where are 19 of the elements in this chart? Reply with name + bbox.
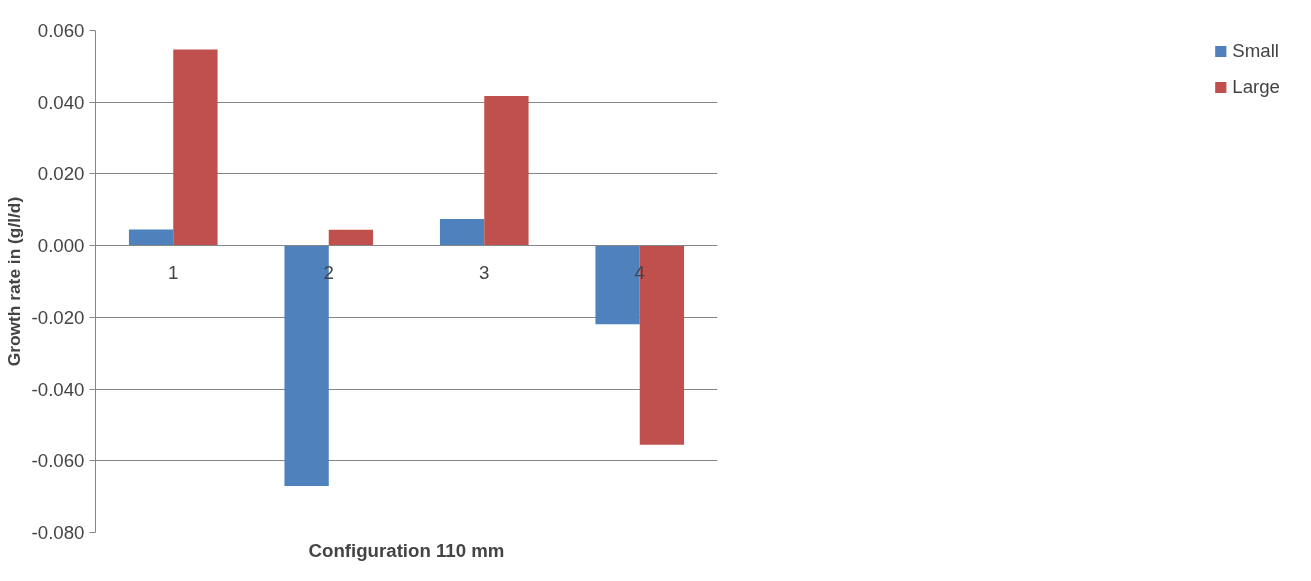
- y-tick-label: 0.000: [37, 235, 85, 257]
- x-tick-label: 3: [479, 261, 490, 283]
- bar: [128, 229, 174, 246]
- legend-label: Large: [1232, 76, 1280, 98]
- y-tick-label: -0.040: [31, 378, 85, 400]
- y-tick-label: 0.060: [37, 20, 85, 41]
- bar: [439, 219, 485, 246]
- y-axis-title: Growth rate in (g/l/d): [3, 196, 24, 367]
- x-axis-title: Configuration 110 mm: [308, 539, 505, 561]
- y-tick-label: -0.060: [31, 450, 85, 472]
- bar: [173, 49, 218, 246]
- bar: [484, 96, 529, 246]
- y-tick-label: 0.020: [37, 163, 85, 185]
- y-tick-label: -0.080: [31, 522, 85, 543]
- y-tick-label: -0.020: [31, 306, 85, 328]
- x-tick-label: 1: [168, 261, 179, 283]
- bar: [328, 229, 374, 246]
- legend-label: Small: [1232, 40, 1279, 62]
- y-tick-label: 0.040: [37, 91, 85, 113]
